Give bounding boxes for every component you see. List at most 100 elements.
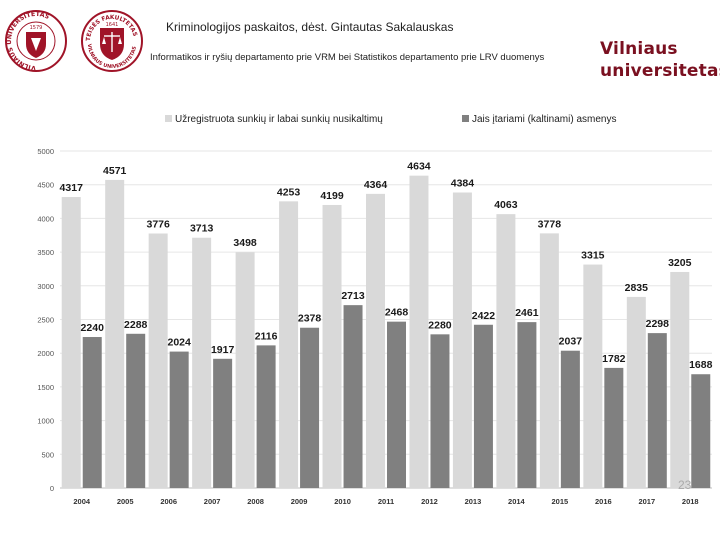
data-label: 4199 bbox=[320, 190, 344, 202]
data-label: 4571 bbox=[103, 165, 127, 177]
y-tick-label: 1500 bbox=[37, 383, 54, 392]
x-tick-label: 2015 bbox=[552, 497, 569, 506]
y-tick-label: 0 bbox=[50, 484, 54, 493]
bar-registered-crimes bbox=[496, 214, 516, 488]
data-label: 2422 bbox=[472, 310, 496, 322]
data-label: 3778 bbox=[538, 218, 562, 230]
data-label: 2298 bbox=[646, 318, 670, 330]
bar-suspects bbox=[560, 350, 580, 488]
vilnius-university-logo: VILNIAUS UNIVERSITETAS 1579 bbox=[5, 10, 67, 72]
x-tick-label: 2007 bbox=[204, 497, 221, 506]
bar-suspects bbox=[300, 327, 320, 488]
x-tick-label: 2006 bbox=[160, 497, 177, 506]
bar-suspects bbox=[604, 367, 624, 488]
y-tick-label: 4000 bbox=[37, 214, 54, 223]
brand-line-1: Vilniaus bbox=[600, 39, 678, 59]
bar-suspects bbox=[169, 351, 189, 488]
law-faculty-logo: TEISĖS FAKULTETAS VILNIAUS UNIVERSITETAS… bbox=[81, 10, 143, 72]
data-label: 3205 bbox=[668, 257, 692, 269]
x-tick-label: 2009 bbox=[291, 497, 308, 506]
y-tick-label: 5000 bbox=[37, 147, 54, 156]
data-label: 4063 bbox=[494, 199, 518, 211]
y-tick-label: 3500 bbox=[37, 248, 54, 257]
data-label: 2713 bbox=[341, 290, 365, 302]
logo-year: 1641 bbox=[106, 22, 119, 28]
bar-registered-crimes bbox=[670, 271, 690, 488]
data-label: 2037 bbox=[559, 336, 583, 348]
y-tick-label: 1000 bbox=[37, 417, 54, 426]
x-tick-label: 2017 bbox=[638, 497, 655, 506]
legend-label: Jais įtariami (kaltinami) asmenys bbox=[472, 114, 616, 125]
logo-year: 1579 bbox=[30, 25, 43, 31]
data-label: 4253 bbox=[277, 186, 301, 198]
data-label: 2288 bbox=[124, 319, 148, 331]
bar-suspects bbox=[387, 321, 406, 488]
data-label: 4384 bbox=[451, 178, 475, 190]
data-label: 3713 bbox=[190, 223, 214, 235]
x-tick-label: 2005 bbox=[117, 497, 134, 506]
bar-registered-crimes bbox=[583, 264, 603, 488]
bar-suspects bbox=[430, 334, 450, 488]
data-label: 1917 bbox=[211, 344, 235, 356]
data-label: 4364 bbox=[364, 179, 388, 191]
bar-registered-crimes bbox=[409, 175, 429, 488]
bar-suspects bbox=[82, 337, 102, 488]
legend-swatch bbox=[462, 115, 469, 122]
data-label: 2024 bbox=[167, 337, 191, 349]
data-label: 2835 bbox=[625, 282, 649, 294]
data-label: 3315 bbox=[581, 250, 605, 262]
x-tick-label: 2018 bbox=[682, 497, 699, 506]
university-brand: Vilniaus universitetas bbox=[600, 38, 720, 82]
data-label: 4317 bbox=[60, 182, 84, 194]
data-label: 1782 bbox=[602, 353, 626, 365]
data-label: 1688 bbox=[689, 359, 713, 371]
data-label: 2240 bbox=[81, 322, 105, 334]
bar-suspects bbox=[256, 345, 276, 488]
lecture-title: Kriminologijos paskaitos, dėst. Gintauta… bbox=[166, 20, 454, 34]
bar-registered-crimes bbox=[148, 233, 168, 488]
brand-line-2: universitetas bbox=[600, 61, 720, 81]
bar-suspects bbox=[517, 322, 537, 488]
bar-registered-crimes bbox=[235, 252, 255, 488]
data-label: 4634 bbox=[407, 161, 431, 173]
bar-suspects bbox=[213, 358, 233, 488]
bar-registered-crimes bbox=[452, 192, 472, 488]
data-label: 3498 bbox=[233, 237, 257, 249]
bar-suspects bbox=[691, 374, 711, 488]
y-tick-label: 2000 bbox=[37, 349, 54, 358]
legend-label: Užregistruota sunkių ir labai sunkių nus… bbox=[175, 114, 383, 125]
data-label: 2461 bbox=[515, 307, 539, 319]
y-tick-label: 2500 bbox=[37, 316, 54, 325]
bar-registered-crimes bbox=[61, 197, 81, 489]
x-tick-label: 2013 bbox=[465, 497, 482, 506]
bar-suspects bbox=[473, 324, 493, 488]
bar-suspects bbox=[647, 333, 667, 488]
bar-registered-crimes bbox=[539, 233, 559, 488]
bar-registered-crimes bbox=[626, 296, 646, 488]
data-label: 2280 bbox=[428, 319, 452, 331]
data-label: 2116 bbox=[255, 330, 278, 342]
bar-registered-crimes bbox=[192, 237, 212, 488]
x-tick-label: 2011 bbox=[378, 497, 394, 506]
page-number: 23 bbox=[678, 478, 692, 492]
y-tick-label: 500 bbox=[41, 450, 54, 459]
x-tick-label: 2008 bbox=[247, 497, 264, 506]
data-source: Informatikos ir ryšių departamento prie … bbox=[150, 52, 545, 63]
y-tick-label: 3000 bbox=[37, 282, 54, 291]
data-label: 2468 bbox=[385, 307, 409, 319]
bar-registered-crimes bbox=[366, 193, 385, 488]
legend-swatch bbox=[165, 115, 172, 122]
x-tick-label: 2004 bbox=[73, 497, 91, 506]
y-tick-label: 4500 bbox=[37, 181, 54, 190]
bar-suspects bbox=[343, 305, 363, 488]
x-tick-label: 2016 bbox=[595, 497, 612, 506]
data-label: 2378 bbox=[298, 313, 322, 325]
bar-registered-crimes bbox=[105, 179, 125, 488]
bar-suspects bbox=[126, 333, 146, 488]
bar-registered-crimes bbox=[322, 204, 342, 488]
x-tick-label: 2014 bbox=[508, 497, 526, 506]
x-tick-label: 2010 bbox=[334, 497, 351, 506]
x-tick-label: 2012 bbox=[421, 497, 438, 506]
bar-registered-crimes bbox=[279, 201, 299, 489]
